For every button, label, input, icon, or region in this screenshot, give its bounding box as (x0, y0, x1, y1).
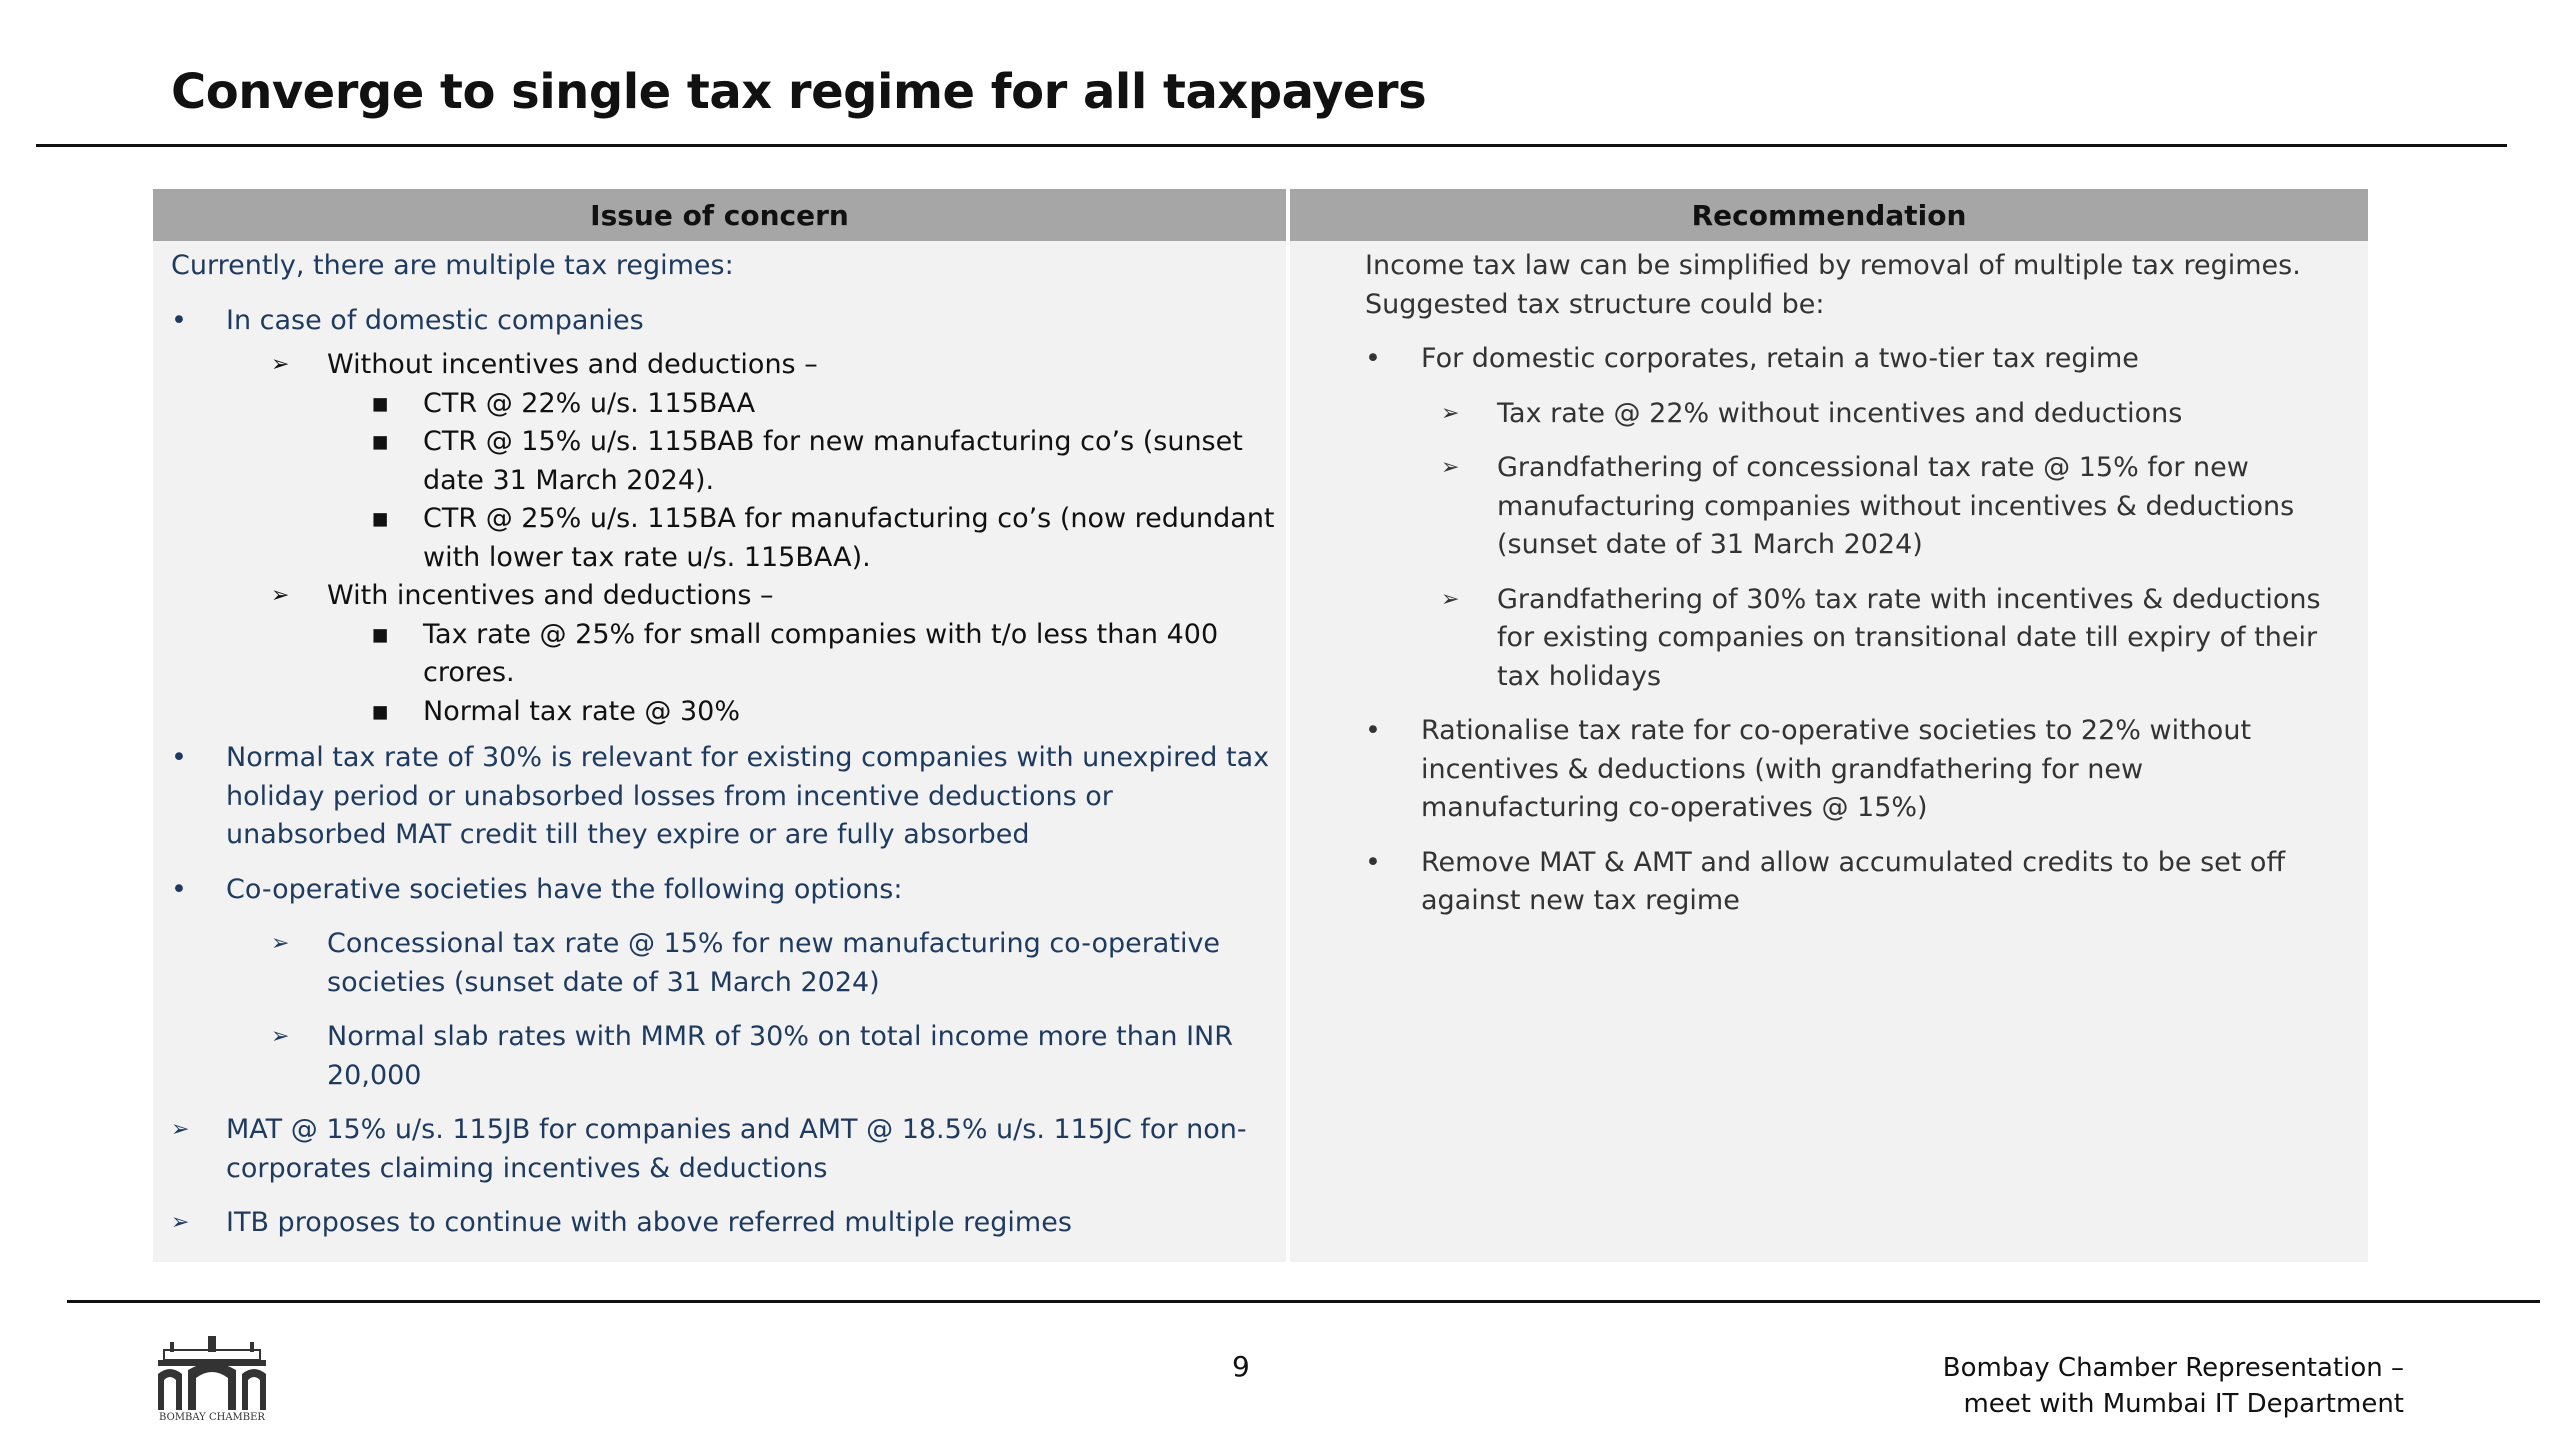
footer-note: Bombay Chamber Representation – meet wit… (1943, 1350, 2404, 1422)
intro: Currently, there are multiple tax regime… (171, 250, 734, 281)
issue-column: Currently, there are multiple tax regime… (171, 241, 1281, 1262)
logo: BOMBAY CHAMBER (158, 1336, 266, 1422)
bullet: MAT @ 15% u/s. 115JB for companies and A… (171, 1111, 1281, 1188)
bullet: For domestic corporates, retain a two-ti… (1365, 340, 2345, 379)
recommendation-column: Income tax law can be simplified by remo… (1365, 241, 2345, 1262)
sub-bullet: Grandfathering of 30% tax rate with ince… (1365, 581, 2345, 697)
sub-bullet: With incentives and deductions – (171, 577, 1281, 616)
sub-sub-bullet: CTR @ 25% u/s. 115BA for manufacturing c… (171, 500, 1281, 577)
bullet: In case of domestic companies (171, 302, 1281, 341)
sub-sub-bullet: CTR @ 15% u/s. 115BAB for new manufactur… (171, 423, 1281, 500)
sub-bullet: Tax rate @ 22% without incentives and de… (1365, 395, 2345, 434)
sub-bullet: Grandfathering of concessional tax rate … (1365, 449, 2345, 565)
footer-line: meet with Mumbai IT Department (1963, 1389, 2404, 1419)
logo-text: BOMBAY CHAMBER (159, 1412, 265, 1422)
page-number: 9 (1232, 1350, 1250, 1383)
bullet: Remove MAT & AMT and allow accumulated c… (1365, 844, 2345, 921)
bullet: Normal tax rate of 30% is relevant for e… (171, 739, 1281, 855)
footer-rule (67, 1300, 2540, 1303)
footer-line: Bombay Chamber Representation – (1942, 1353, 2404, 1383)
column-separator (1286, 189, 1290, 1262)
sub-bullet: Concessional tax rate @ 15% for new manu… (171, 925, 1281, 1002)
bullet: Rationalise tax rate for co-operative so… (1365, 712, 2345, 828)
bullet: ITB proposes to continue with above refe… (171, 1204, 1281, 1243)
title-rule (36, 144, 2507, 147)
sub-bullet: Without incentives and deductions – (171, 346, 1281, 385)
table: Issue of concern Recommendation Currentl… (153, 189, 2368, 1262)
column-header: Issue of concern (153, 189, 1286, 241)
slide-title: Converge to single tax regime for all ta… (171, 64, 1427, 120)
sub-sub-bullet: CTR @ 22% u/s. 115BAA (171, 385, 1281, 424)
column-header: Recommendation (1290, 189, 2368, 241)
sub-sub-bullet: Normal tax rate @ 30% (171, 693, 1281, 732)
sub-bullet: Normal slab rates with MMR of 30% on tot… (171, 1018, 1281, 1095)
sub-sub-bullet: Tax rate @ 25% for small companies with … (171, 616, 1281, 693)
bullet: Co-operative societies have the followin… (171, 871, 1281, 910)
intro: Income tax law can be simplified by remo… (1365, 250, 2301, 320)
